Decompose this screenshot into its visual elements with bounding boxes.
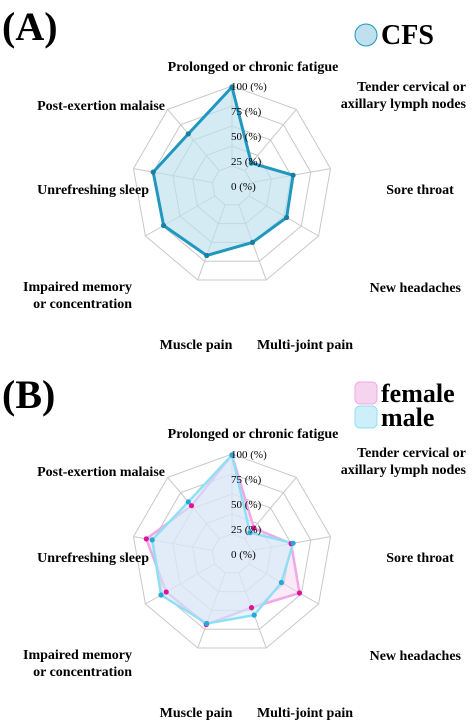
tick-label: 0 (%) (231, 181, 256, 193)
grid-ring (132, 453, 332, 649)
legend-swatch (354, 23, 378, 47)
category-label: Post-exertion malaise (37, 465, 165, 480)
data-point-male (247, 530, 253, 536)
data-point-female (188, 503, 195, 509)
grid-spoke (244, 109, 297, 172)
legend-label: male (381, 403, 434, 432)
data-point-cfs (185, 131, 191, 137)
data-point-cfs (204, 252, 210, 259)
data-point-male (204, 620, 210, 627)
category-label: Post-exertion malaise (37, 99, 165, 114)
category-label: Tender cervical or (357, 80, 466, 95)
category-label: Sore throat (386, 183, 454, 198)
data-point-male (149, 537, 155, 543)
data-point-male (290, 540, 296, 546)
panel-a-letter: (A) (2, 4, 58, 49)
panel-b-letter: (B) (2, 372, 55, 417)
tick-label: 25 (%) (231, 524, 262, 536)
category-label: axillary lymph nodes (341, 97, 467, 112)
category-label: Impaired memory (23, 280, 132, 295)
data-point-cfs (161, 222, 167, 229)
data-point-female (296, 590, 303, 596)
data-point-cfs (284, 214, 290, 221)
category-label: or concentration (33, 297, 132, 312)
series-area-male (150, 453, 295, 625)
legend-swatch (354, 381, 378, 405)
data-point-male (158, 592, 164, 598)
data-point-male (229, 452, 235, 458)
data-point-female (163, 589, 169, 595)
data-point-female (251, 525, 257, 531)
tick-label: 50 (%) (231, 499, 262, 511)
tick-label: 25 (%) (231, 156, 262, 168)
series-area-cfs (151, 85, 295, 257)
category-label: Multi-joint pain (257, 706, 353, 721)
tick-label: 75 (%) (231, 474, 262, 486)
legend-label: CFS (381, 20, 434, 51)
category-label: New headaches (370, 649, 462, 664)
grid-ring (152, 105, 312, 262)
category-label: Muscle pain (160, 338, 233, 353)
category-label: Muscle pain (160, 706, 233, 721)
category-label: Impaired memory (23, 648, 132, 663)
category-label: Multi-joint pain (257, 338, 353, 353)
data-point-male (251, 612, 257, 618)
category-label: Tender cervical or (357, 446, 466, 461)
data-point-cfs (290, 172, 296, 178)
legend-label: female (381, 379, 455, 408)
panel-a-chart: 0 (%) 25 (%) 50 (%) 75 (%) 100 (%) Prolonged … (23, 20, 467, 353)
category-label: axillary lymph nodes (341, 463, 467, 478)
data-point-cfs (229, 84, 235, 90)
data-point-female (248, 605, 255, 611)
tick-label: 50 (%) (231, 131, 262, 143)
category-label: New headaches (370, 281, 462, 296)
tick-label: 0 (%) (231, 549, 256, 561)
category-label: or concentration (33, 665, 132, 680)
category-label: Prolonged or chronic fatigue (168, 427, 339, 442)
tick-label: 100 (%) (231, 81, 267, 93)
panel-b-chart: 0 (%) 25 (%) 50 (%) 75 (%) 100 (%) Prolonged … (23, 379, 467, 721)
legend-swatch (354, 405, 378, 429)
category-label: Unrefreshing sleep (37, 551, 149, 566)
grid-ring (152, 473, 312, 630)
data-point-cfs (248, 160, 254, 166)
category-label: Unrefreshing sleep (37, 183, 149, 198)
data-point-cfs (249, 239, 256, 245)
data-point-cfs (150, 169, 156, 175)
data-point-female (143, 536, 149, 542)
data-point-male (278, 579, 284, 586)
category-label: Sore throat (386, 551, 454, 566)
grid-ring (132, 85, 332, 281)
category-label: Prolonged or chronic fatigue (168, 60, 339, 75)
tick-label: 100 (%) (231, 449, 267, 461)
tick-label: 75 (%) (231, 106, 262, 118)
data-point-male (185, 499, 191, 505)
